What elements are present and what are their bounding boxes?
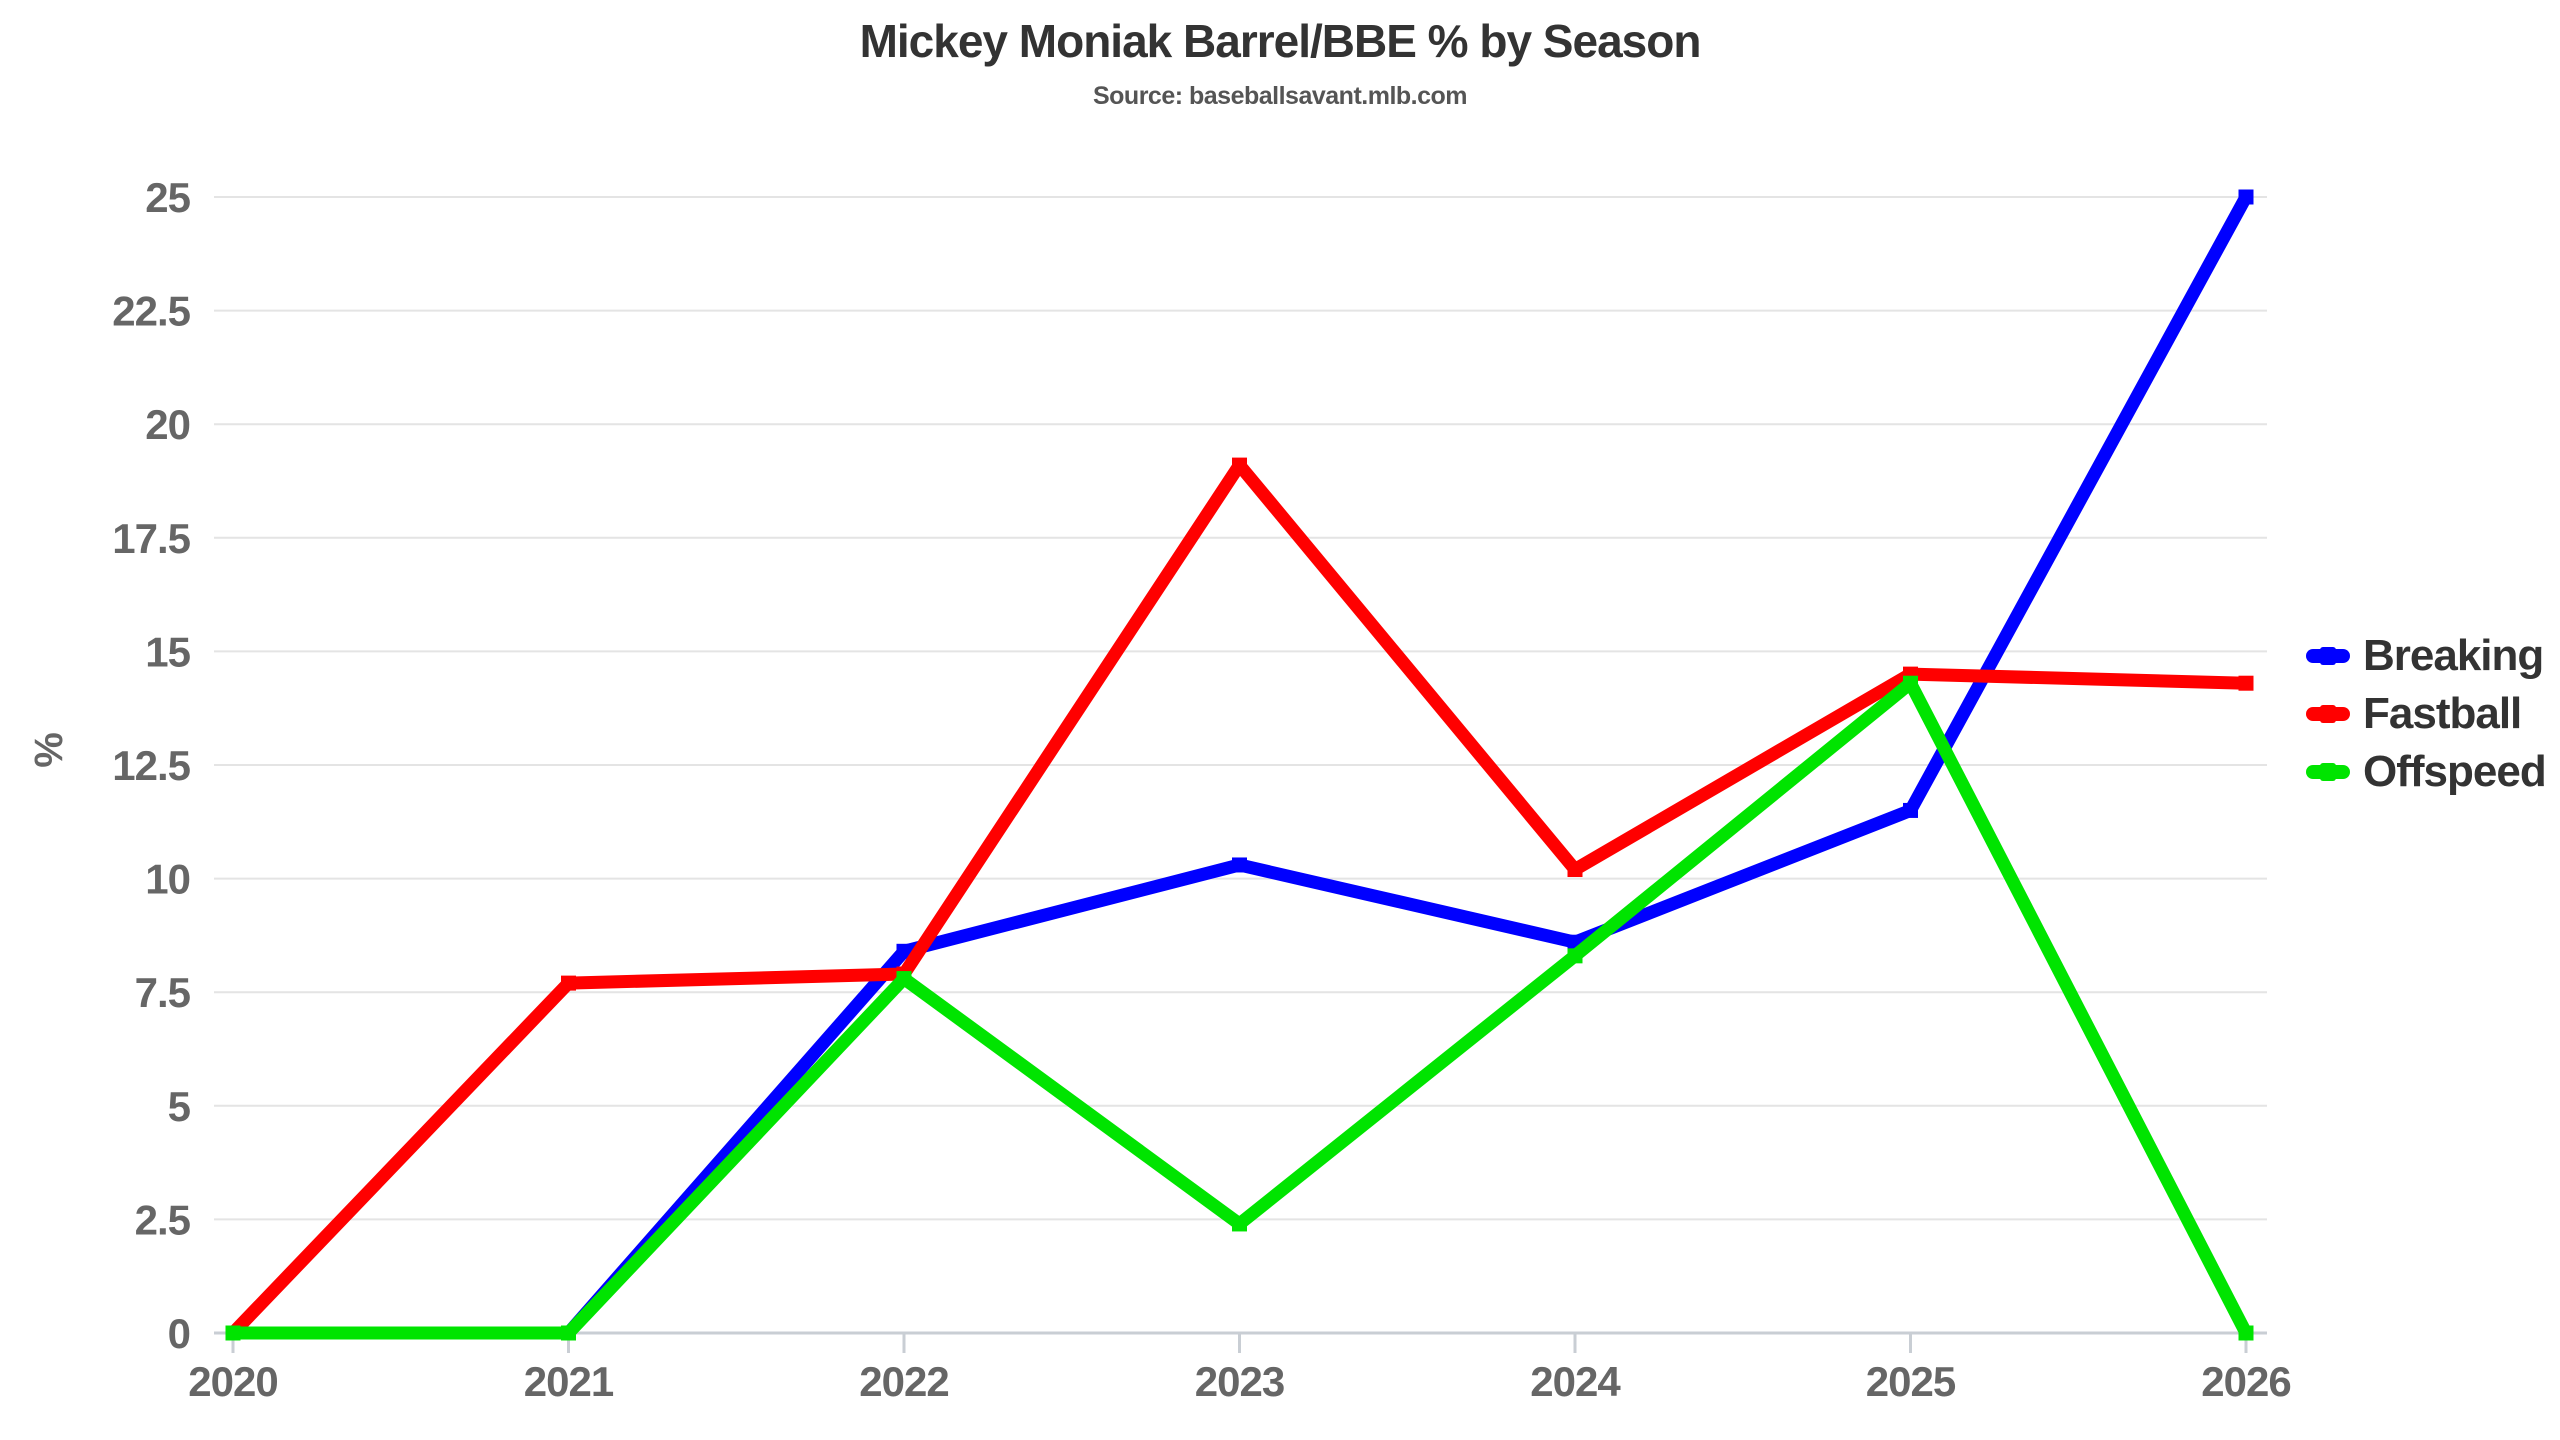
breaking-marker <box>1903 802 1918 818</box>
legend-swatch-fastball <box>2306 705 2350 723</box>
y-axis-label: % <box>27 732 71 768</box>
legend-label-breaking: Breaking <box>2363 631 2544 680</box>
y-tick-label: 22.5 <box>112 288 190 335</box>
offspeed-line <box>226 676 2253 1340</box>
y-tick-label: 25 <box>145 174 190 221</box>
y-tick-label: 17.5 <box>112 515 190 562</box>
legend-label-fastball: Fastball <box>2363 689 2522 738</box>
fastball-marker <box>1232 457 1247 473</box>
x-tick-label: 2024 <box>1530 1358 1621 1405</box>
legend-swatch-breaking <box>2306 647 2350 665</box>
y-tick-label: 0 <box>168 1310 190 1357</box>
y-tick-label: 12.5 <box>112 742 190 789</box>
legend-item-offspeed: Offspeed <box>2306 747 2547 796</box>
chart-subtitle: Source: baseballsavant.mlb.com <box>1092 82 1468 110</box>
y-tick-label: 7.5 <box>135 969 191 1016</box>
fastball-line <box>226 458 2253 1340</box>
fastball-marker <box>561 975 576 991</box>
offspeed-marker <box>225 1325 241 1341</box>
legend-label-offspeed: Offspeed <box>2363 747 2547 796</box>
x-tick-label: 2020 <box>188 1358 277 1405</box>
legend-item-breaking: Breaking <box>2306 631 2546 680</box>
breaking-marker <box>2238 189 2254 205</box>
breaking-marker <box>896 943 912 959</box>
offspeed-marker <box>561 1325 576 1341</box>
y-tick-label: 15 <box>145 628 190 675</box>
legend-swatch-offspeed <box>2306 763 2350 781</box>
x-tick-label: 2023 <box>1195 1358 1284 1405</box>
offspeed-marker <box>896 971 912 987</box>
fastball-marker <box>2238 675 2254 691</box>
chart-legend: Breaking Fastball Offspeed <box>2306 631 2547 796</box>
y-tick-label: 5 <box>168 1083 191 1130</box>
y-tick-label: 2.5 <box>135 1196 191 1243</box>
offspeed-marker <box>2238 1325 2254 1341</box>
x-tick-label: 2025 <box>1866 1358 1956 1405</box>
x-tick-label: 2026 <box>2201 1358 2290 1405</box>
fastball-marker <box>1567 862 1583 878</box>
x-tick-label: 2021 <box>524 1358 614 1405</box>
offspeed-marker <box>1232 1216 1247 1232</box>
y-tick-label: 20 <box>145 401 190 448</box>
breaking-marker <box>1232 857 1247 873</box>
legend-item-fastball: Fastball <box>2306 689 2546 738</box>
offspeed-marker <box>1903 675 1918 691</box>
offspeed-marker <box>1567 948 1583 964</box>
chart-title: Mickey Moniak Barrel/BBE % by Season <box>859 15 1702 67</box>
y-tick-label: 10 <box>145 856 190 903</box>
x-tick-label: 2022 <box>859 1358 948 1405</box>
